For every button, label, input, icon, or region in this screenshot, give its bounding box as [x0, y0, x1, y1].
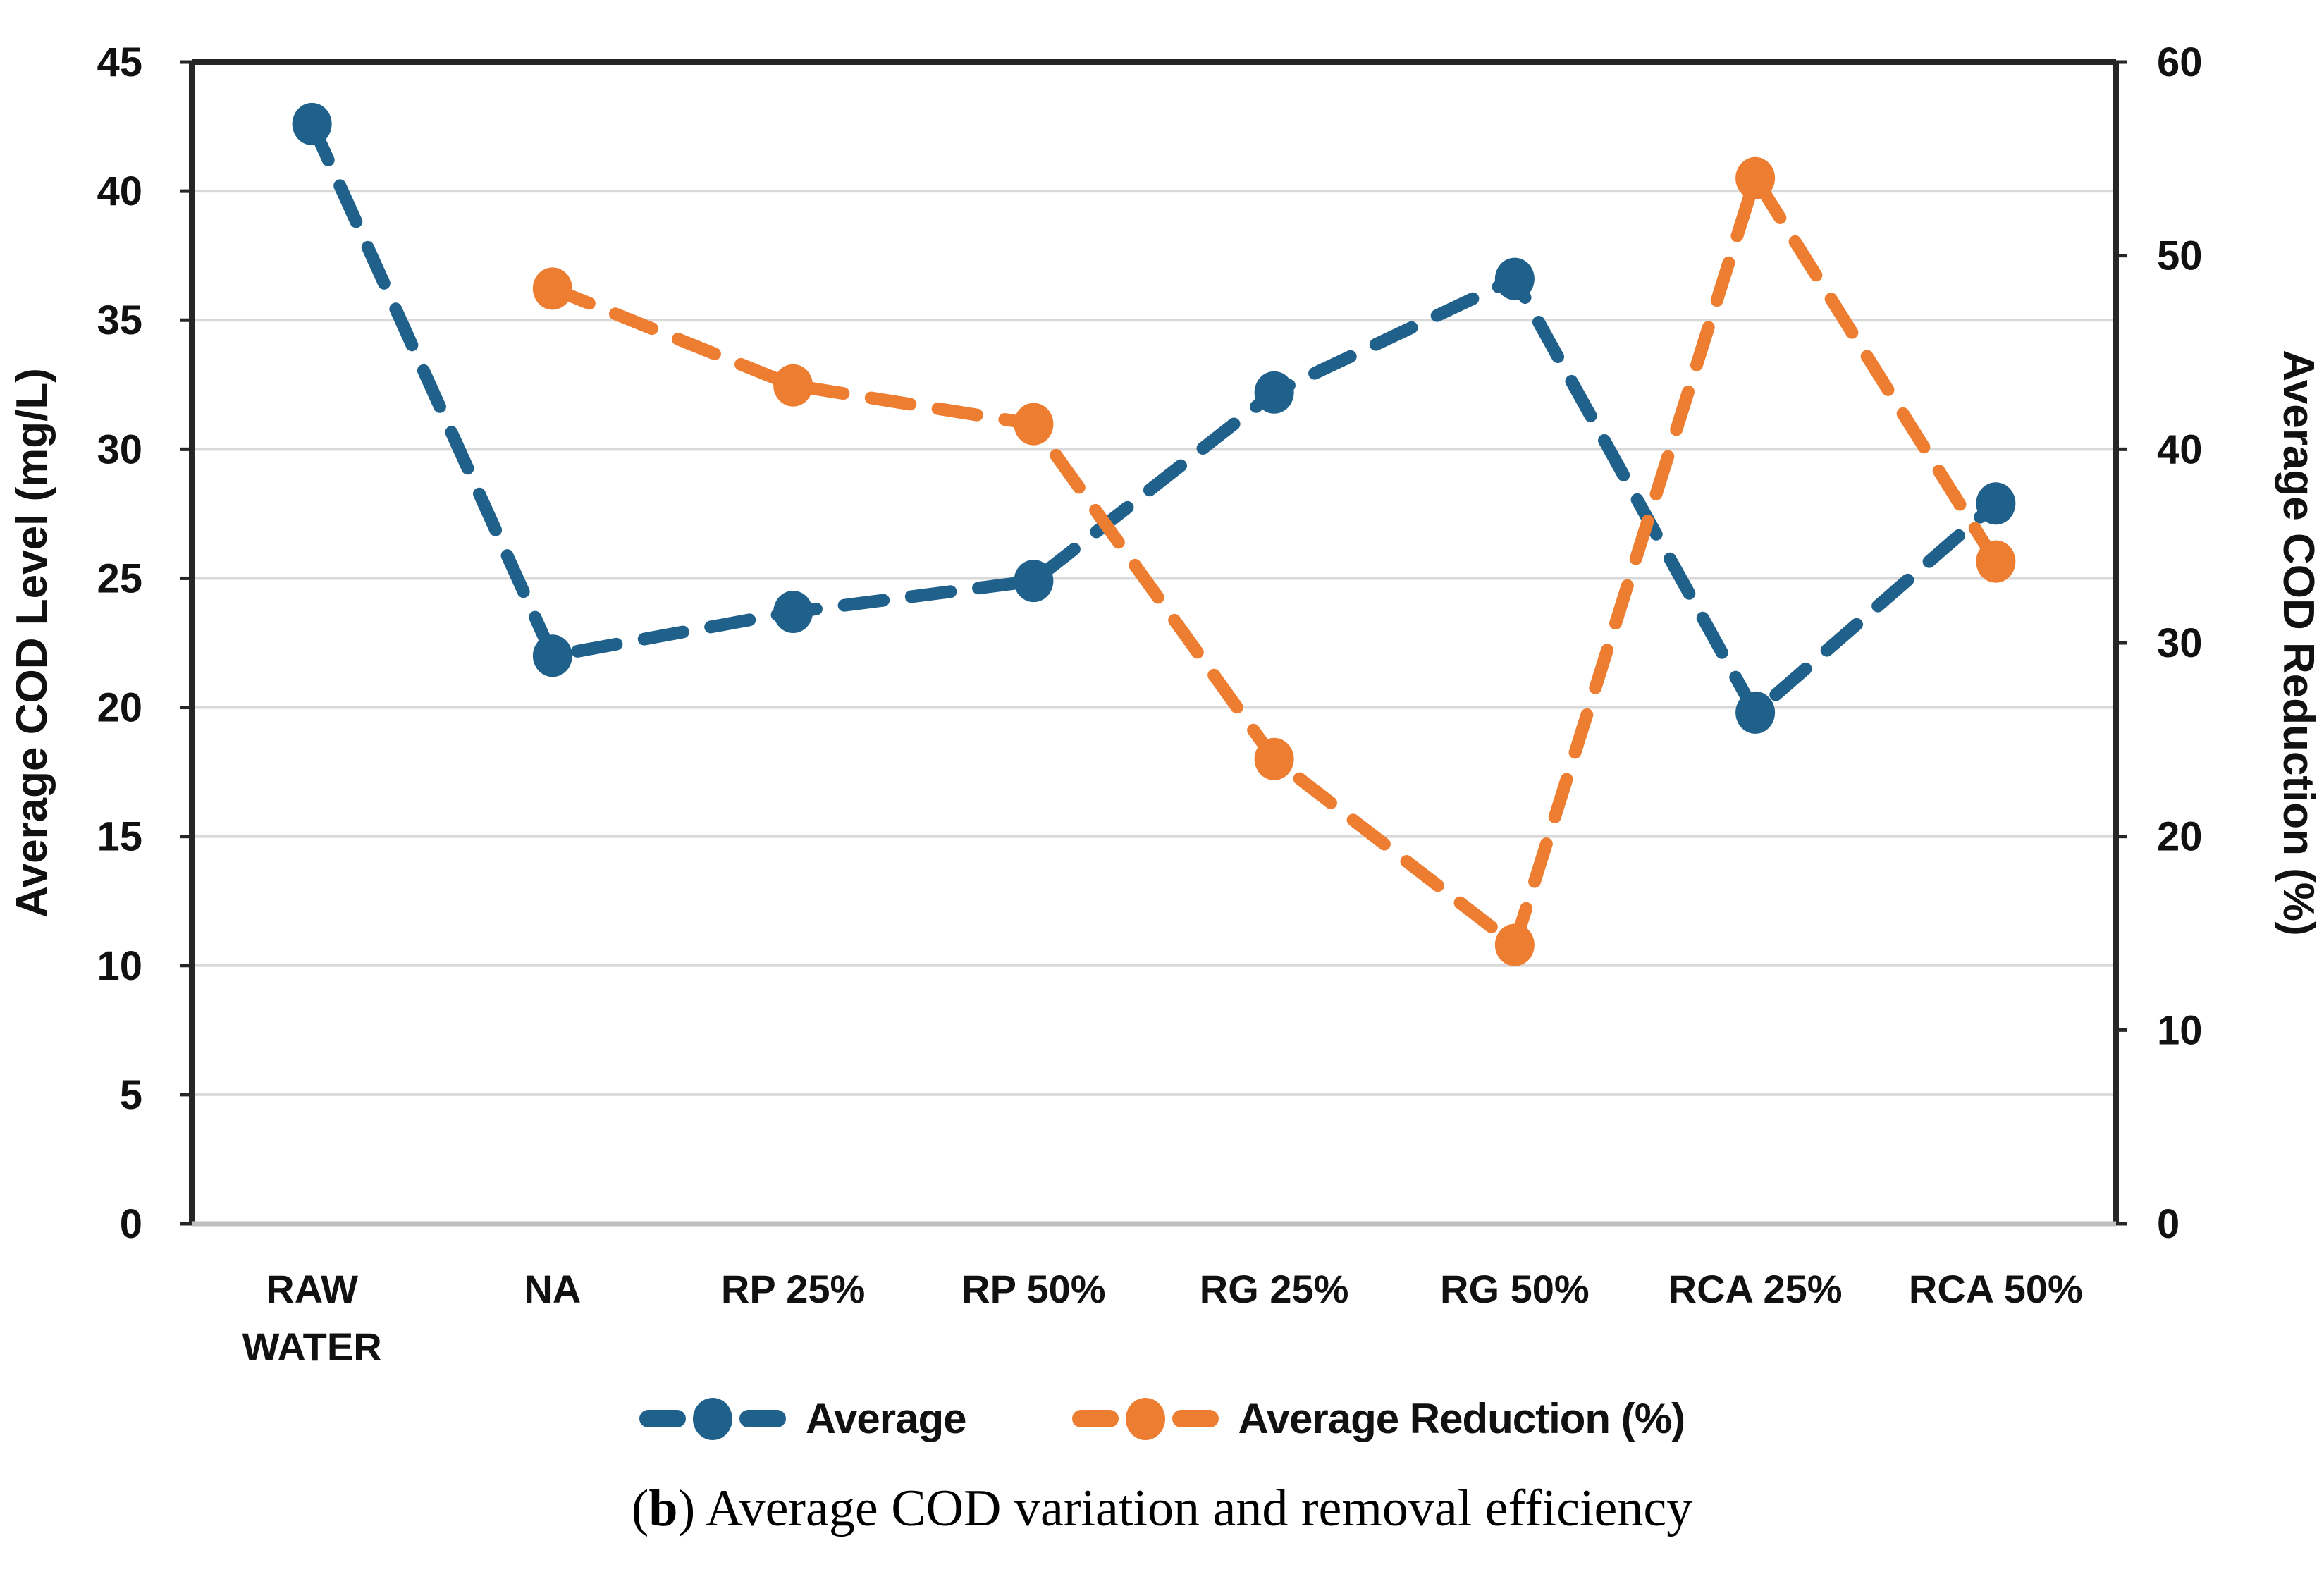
x-axis-category-label: RP 50%	[961, 1267, 1105, 1311]
left-axis-tick-label: 45	[97, 39, 142, 85]
data-point-marker	[292, 102, 332, 145]
left-axis-title: Average COD Level (mg/L)	[8, 368, 56, 918]
legend-marker-average	[639, 1397, 786, 1440]
x-axis-category-label: RG 50%	[1440, 1267, 1590, 1311]
legend-dash-icon	[1172, 1410, 1219, 1427]
right-axis-tick-label: 60	[2157, 39, 2203, 85]
right-axis-tick-label: 20	[2157, 814, 2203, 860]
left-axis-tick-label: 0	[120, 1201, 142, 1247]
right-axis-title: Average COD Reduction (%)	[2274, 350, 2323, 935]
x-axis-category-label: RCA 25%	[1668, 1267, 1843, 1311]
data-point-marker	[1014, 403, 1054, 446]
right-axis-tick-label: 50	[2157, 233, 2203, 279]
legend-dash-icon	[739, 1410, 786, 1427]
figure-caption: (b) Average COD variation and removal ef…	[0, 1479, 2324, 1539]
legend-entry-average: Average	[639, 1394, 967, 1443]
legend-dash-icon	[639, 1410, 686, 1427]
left-axis-tick-label: 35	[97, 297, 142, 343]
left-axis-tick-label: 20	[97, 685, 142, 731]
data-point-marker	[1976, 540, 2016, 583]
data-point-marker	[1494, 257, 1535, 300]
series-line-average	[305, 117, 2003, 723]
right-axis-tick-label: 10	[2157, 1007, 2203, 1053]
left-axis-tick-label: 5	[120, 1072, 142, 1118]
data-point-marker	[532, 267, 572, 310]
legend-marker-average-reduction	[1071, 1397, 1219, 1440]
left-axis-tick-label: 10	[97, 943, 142, 989]
data-point-marker	[1735, 691, 1776, 734]
series-line-average-reduction-	[546, 163, 2003, 956]
caption-sublabel-b: b	[648, 1480, 678, 1537]
axis-ticks-group	[180, 60, 2127, 1226]
x-axis-category-label: RAW WATER	[242, 1267, 382, 1369]
data-point-marker	[773, 591, 813, 634]
data-series-group	[292, 102, 2016, 966]
chart-legend: Average Average Reduction (%)	[0, 1394, 2324, 1443]
legend-label-average: Average	[805, 1395, 967, 1442]
right-axis-tick-label: 40	[2157, 426, 2203, 472]
left-axis-tick-label: 25	[97, 555, 142, 601]
data-point-marker	[1254, 371, 1294, 414]
legend-label-average-reduction: Average Reduction (%)	[1238, 1395, 1686, 1442]
data-point-marker	[1014, 560, 1054, 603]
left-axis-tick-label: 40	[97, 168, 142, 214]
legend-dot-icon	[1125, 1397, 1165, 1440]
data-point-marker	[1494, 923, 1535, 966]
legend-dot-icon	[692, 1397, 732, 1440]
caption-paren-open: (	[631, 1480, 649, 1537]
data-point-marker	[773, 364, 813, 407]
data-point-marker	[532, 634, 572, 677]
legend-entry-average-reduction: Average Reduction (%)	[1071, 1394, 1686, 1443]
left-axis-tick-label: 15	[97, 814, 142, 860]
data-point-marker	[1735, 156, 1776, 199]
data-point-marker	[1254, 737, 1294, 780]
legend-dash-icon	[1071, 1410, 1119, 1427]
x-axis-category-label: RG 25%	[1200, 1267, 1349, 1311]
x-axis-category-label: NA	[524, 1267, 581, 1311]
right-axis-tick-label: 0	[2157, 1201, 2179, 1247]
right-axis-tick-label: 30	[2157, 620, 2203, 666]
left-axis-tick-label: 30	[97, 426, 142, 472]
data-point-marker	[1976, 482, 2016, 525]
caption-text: ) Average COD variation and removal effi…	[677, 1480, 1693, 1537]
x-axis-category-label: RCA 50%	[1909, 1267, 2083, 1311]
x-axis-category-label: RP 25%	[721, 1267, 865, 1311]
